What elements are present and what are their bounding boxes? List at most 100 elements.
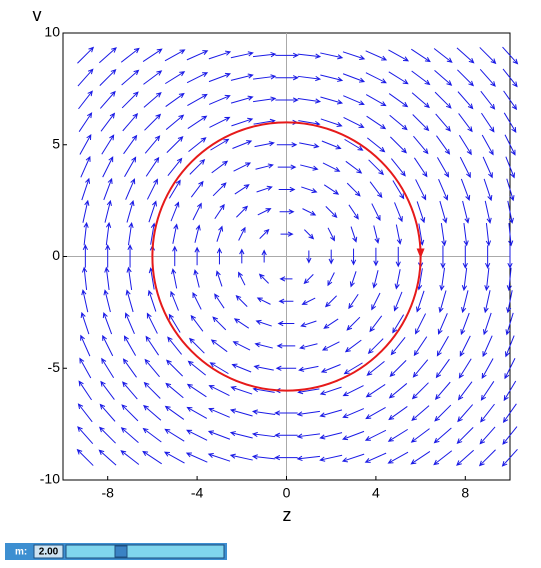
field-arrow <box>320 96 344 105</box>
field-arrow <box>187 93 208 107</box>
field-arrow <box>81 289 89 313</box>
field-arrow <box>212 316 227 331</box>
field-arrow <box>170 290 179 311</box>
field-arrow <box>410 451 431 465</box>
field-arrow <box>388 93 409 108</box>
field-arrow <box>411 48 431 63</box>
field-arrow <box>483 178 493 202</box>
field-arrow <box>253 96 277 103</box>
slider-value: 2.00 <box>39 547 59 558</box>
field-arrow <box>301 186 318 194</box>
field-arrow <box>481 134 494 156</box>
field-arrow <box>276 142 298 148</box>
field-arrow <box>144 113 162 131</box>
field-arrow <box>123 134 138 155</box>
field-arrow <box>99 47 117 64</box>
field-arrow <box>479 47 497 65</box>
field-arrow <box>434 381 451 400</box>
slider-track[interactable] <box>65 544 225 559</box>
field-arrow <box>369 315 383 333</box>
field-arrow <box>254 141 275 148</box>
field-arrow <box>388 406 408 421</box>
field-arrow <box>412 114 430 132</box>
field-arrow <box>319 409 343 418</box>
field-arrow <box>256 185 273 193</box>
field-arrow <box>192 202 202 221</box>
field-arrow <box>104 266 110 291</box>
y-axis-label: v <box>33 5 42 25</box>
field-arrow <box>371 292 381 311</box>
field-arrow <box>142 450 162 465</box>
field-arrow <box>143 92 162 108</box>
field-arrow <box>232 341 251 351</box>
field-arrow <box>105 244 111 268</box>
field-arrow <box>187 115 208 130</box>
field-arrow <box>319 432 343 440</box>
field-arrow <box>390 337 406 356</box>
field-arrow <box>236 205 249 218</box>
field-arrow <box>484 200 492 224</box>
field-arrow <box>306 250 312 264</box>
field-arrow <box>166 136 184 154</box>
field-arrow <box>211 160 229 174</box>
field-arrow <box>320 364 341 373</box>
field-arrow <box>503 112 517 133</box>
field-arrow <box>507 245 513 269</box>
field-arrow <box>127 221 134 246</box>
slider-thumb[interactable] <box>114 545 128 558</box>
field-arrow <box>365 72 387 84</box>
field-arrow <box>413 135 429 155</box>
field-arrow <box>99 403 116 422</box>
field-arrow <box>190 314 204 332</box>
field-arrow <box>172 223 179 244</box>
field-arrow <box>394 269 401 290</box>
field-arrow <box>164 405 185 420</box>
field-arrow <box>121 404 139 422</box>
field-arrow <box>341 453 365 463</box>
field-arrow <box>395 246 401 268</box>
field-arrow <box>279 209 295 215</box>
field-arrow <box>456 427 474 445</box>
field-arrow <box>278 186 296 193</box>
field-arrow <box>389 359 407 377</box>
field-arrow <box>343 95 365 106</box>
field-arrow <box>299 142 320 149</box>
field-arrow <box>186 429 208 441</box>
field-arrow <box>143 404 162 421</box>
field-arrow <box>433 48 453 63</box>
field-arrow <box>395 224 402 245</box>
field-arrow <box>372 270 379 289</box>
field-arrow <box>300 164 319 171</box>
field-arrow <box>350 248 357 266</box>
field-arrow <box>485 222 492 247</box>
field-arrow <box>275 97 299 103</box>
field-arrow <box>436 135 451 155</box>
field-arrow <box>166 359 184 377</box>
field-arrow <box>506 290 513 314</box>
y-tick-label: 0 <box>52 247 60 263</box>
field-arrow <box>82 199 90 223</box>
field-arrow <box>208 72 231 83</box>
slider[interactable]: m: 2.00 <box>5 543 227 560</box>
field-arrow <box>435 358 450 379</box>
field-arrow <box>365 383 386 398</box>
field-arrow <box>297 97 322 104</box>
field-arrow <box>186 383 207 398</box>
field-arrow <box>229 408 253 417</box>
field-arrow <box>393 291 403 312</box>
field-arrow <box>411 382 429 400</box>
field-arrow <box>482 156 493 179</box>
field-arrow <box>411 405 430 421</box>
field-arrow <box>78 90 93 110</box>
field-arrow <box>207 430 231 440</box>
field-arrow <box>345 160 363 174</box>
field-arrow <box>103 289 111 313</box>
field-arrow <box>194 224 201 243</box>
field-arrow <box>80 334 91 357</box>
field-arrow <box>194 246 200 266</box>
field-arrow <box>251 409 276 416</box>
field-arrow <box>216 247 223 265</box>
x-tick-label: 0 <box>283 485 291 501</box>
field-arrow <box>275 75 299 81</box>
field-arrow <box>346 316 361 331</box>
